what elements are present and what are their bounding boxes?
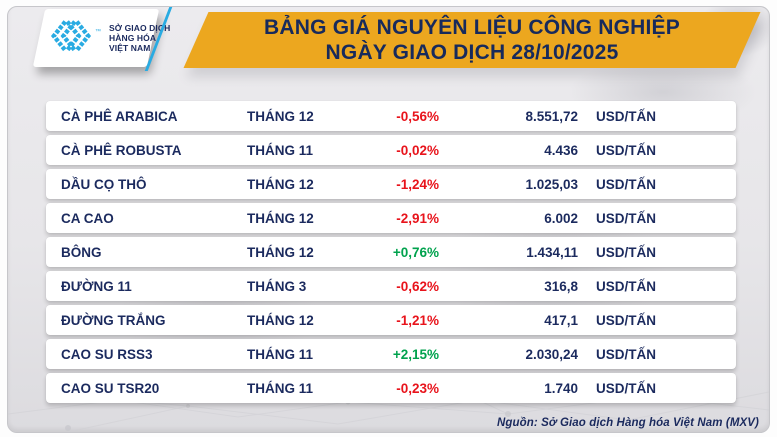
commodity-name: CAO SU TSR20 (61, 380, 160, 396)
change-percent: -0,56% (396, 108, 439, 124)
change-percent: -0,62% (396, 278, 439, 294)
table-row: CA CAO THÁNG 12 -2,91% 6.002 USD/TẤN (46, 203, 736, 233)
commodity-name: CÀ PHÊ ROBUSTA (61, 142, 182, 158)
price-value: 1.434,11 (526, 244, 578, 260)
table-row: CAO SU TSR20 THÁNG 11 -0,23% 1.740 USD/T… (46, 373, 736, 403)
trademark-symbol: ™ (95, 29, 101, 35)
contract-month: THÁNG 12 (247, 108, 314, 124)
price-value: 316,8 (544, 278, 578, 294)
price-unit: USD/TẤN (596, 244, 656, 260)
source-note: Nguồn: Sở Giao dịch Hàng hóa Việt Nam (M… (496, 417, 759, 429)
price-unit: USD/TẤN (596, 176, 656, 192)
price-unit: USD/TẤN (596, 142, 656, 158)
table-row: ĐƯỜNG 11 THÁNG 3 -0,62% 316,8 USD/TẤN (46, 271, 736, 301)
mxv-org-line3: VIỆT NAM (109, 43, 151, 53)
contract-month: THÁNG 12 (247, 312, 314, 328)
mxv-logo-content: ™ SỞ GIAO DỊCH HÀNG HÓA VIỆT NAM (39, 9, 170, 67)
contract-month: THÁNG 11 (247, 380, 314, 396)
price-value: 8.551,72 (525, 108, 578, 124)
table-row: ĐƯỜNG TRẮNG THÁNG 12 -1,21% 417,1 USD/TẤ… (46, 305, 736, 335)
price-unit: USD/TẤN (596, 108, 656, 124)
contract-month: THÁNG 3 (247, 278, 307, 294)
table-row: CÀ PHÊ ROBUSTA THÁNG 11 -0,02% 4.436 USD… (46, 135, 736, 165)
change-percent: -0,02% (396, 142, 439, 158)
commodity-name: BÔNG (61, 244, 102, 260)
price-table: CÀ PHÊ ARABICA THÁNG 12 -0,56% 8.551,72 … (46, 101, 736, 407)
contract-month: THÁNG 12 (247, 210, 314, 226)
price-unit: USD/TẤN (596, 278, 656, 294)
price-unit: USD/TẤN (596, 210, 656, 226)
commodity-name: ĐƯỜNG 11 (61, 278, 132, 294)
price-value: 4.436 (544, 142, 578, 158)
contract-month: THÁNG 12 (247, 244, 314, 260)
price-board-card: BẢNG GIÁ NGUYÊN LIỆU CÔNG NGHIỆP NGÀY GI… (7, 6, 770, 433)
contract-month: THÁNG 12 (247, 176, 314, 192)
price-unit: USD/TẤN (596, 312, 656, 328)
price-unit: USD/TẤN (596, 346, 656, 362)
change-percent: -0,23% (396, 380, 439, 396)
change-percent: +2,15% (392, 346, 439, 362)
change-percent: -1,21% (396, 312, 439, 328)
price-value: 1.025,03 (525, 176, 578, 192)
board-title: BẢNG GIÁ NGUYÊN LIỆU CÔNG NGHIỆP NGÀY GI… (196, 12, 748, 68)
price-value: 417,1 (544, 312, 578, 328)
mxv-chevrons-icon (49, 16, 93, 61)
contract-month: THÁNG 11 (247, 346, 314, 362)
table-row: BÔNG THÁNG 12 +0,76% 1.434,11 USD/TẤN (46, 237, 736, 267)
board-title-line2: NGÀY GIAO DỊCH 28/10/2025 (325, 41, 619, 64)
table-row: CAO SU RSS3 THÁNG 11 +2,15% 2.030,24 USD… (46, 339, 736, 369)
commodity-name: CAO SU RSS3 (61, 346, 153, 362)
board-title-line1: BẢNG GIÁ NGUYÊN LIỆU CÔNG NGHIỆP (264, 16, 680, 39)
table-row: DẦU CỌ THÔ THÁNG 12 -1,24% 1.025,03 USD/… (46, 169, 736, 199)
change-percent: +0,76% (392, 244, 439, 260)
commodity-name: CA CAO (61, 210, 114, 226)
price-value: 6.002 (544, 210, 578, 226)
table-row: CÀ PHÊ ARABICA THÁNG 12 -0,56% 8.551,72 … (46, 101, 736, 131)
commodity-name: CÀ PHÊ ARABICA (61, 108, 178, 124)
price-unit: USD/TẤN (596, 380, 656, 396)
commodity-name: DẦU CỌ THÔ (61, 176, 147, 192)
price-value: 1.740 (544, 380, 578, 396)
title-banner: BẢNG GIÁ NGUYÊN LIỆU CÔNG NGHIỆP NGÀY GI… (183, 12, 761, 68)
change-percent: -1,24% (396, 176, 439, 192)
commodity-name: ĐƯỜNG TRẮNG (61, 312, 166, 328)
mxv-logo-card: ™ SỞ GIAO DỊCH HÀNG HÓA VIỆT NAM (32, 9, 170, 67)
price-value: 2.030,24 (525, 346, 578, 362)
contract-month: THÁNG 11 (247, 142, 314, 158)
change-percent: -2,91% (396, 210, 439, 226)
